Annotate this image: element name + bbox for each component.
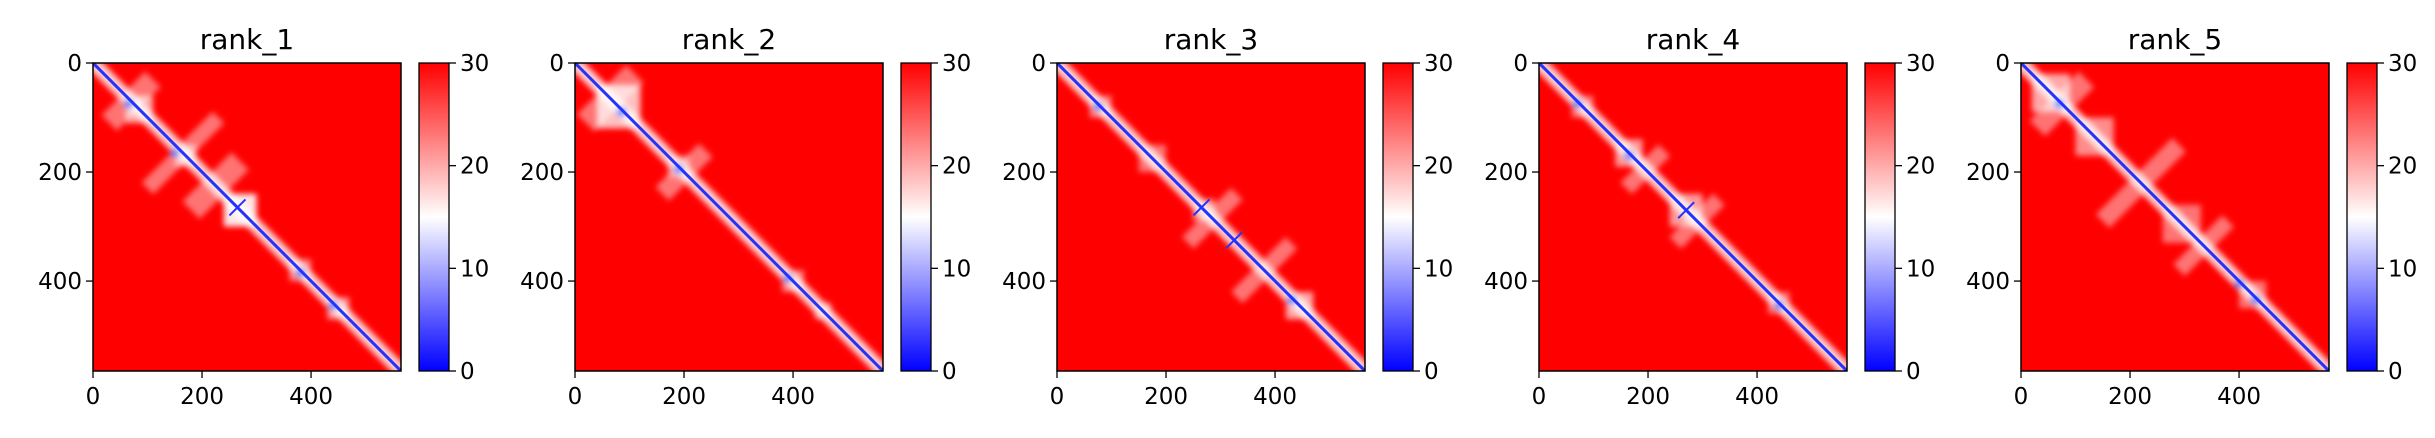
x-tick-label: 200 bbox=[662, 384, 706, 410]
heatmap-image bbox=[93, 63, 401, 371]
diagonal-line bbox=[575, 63, 883, 371]
cross-mark bbox=[1225, 231, 1243, 249]
y-tick-label: 400 bbox=[38, 269, 82, 295]
contact-dot bbox=[782, 273, 793, 284]
y-tick-label: 200 bbox=[38, 160, 82, 186]
colorbar-tick-label: 30 bbox=[2388, 51, 2417, 77]
heatmap-panel: rank_2 0 200 400 0 200 400 0 10 20 30 bbox=[520, 23, 971, 410]
cross-mark bbox=[1677, 201, 1695, 219]
panel-title: rank_5 bbox=[2128, 23, 2222, 56]
y-tick-label: 200 bbox=[1002, 160, 1046, 186]
x-tick-label: 400 bbox=[1253, 384, 1297, 410]
diagonal-line bbox=[1057, 63, 1365, 371]
colorbar-tick-label: 30 bbox=[1424, 51, 1453, 77]
colorbar-tick-label: 20 bbox=[460, 154, 489, 180]
colorbar bbox=[1864, 62, 1896, 372]
x-tick-label: 400 bbox=[771, 384, 815, 410]
colorbar-tick-label: 20 bbox=[1424, 154, 1453, 180]
colorbar-tick-label: 30 bbox=[942, 51, 971, 77]
heatmap-image bbox=[1539, 63, 1847, 371]
contact-dot bbox=[1773, 300, 1784, 311]
panel-title: rank_3 bbox=[1164, 23, 1258, 56]
colorbar-tick-label: 0 bbox=[460, 359, 475, 385]
colorbar-tick-label: 0 bbox=[1906, 359, 1921, 385]
x-tick-label: 400 bbox=[2217, 384, 2261, 410]
contact-dot bbox=[1286, 295, 1297, 306]
contact-dot bbox=[2250, 295, 2261, 306]
contact-dot bbox=[2054, 98, 2065, 109]
panel-title: rank_1 bbox=[200, 23, 294, 56]
colorbar-tick-label: 10 bbox=[2388, 256, 2417, 282]
y-tick-label: 0 bbox=[549, 51, 564, 77]
x-tick-label: 400 bbox=[1735, 384, 1779, 410]
contact-dot bbox=[616, 107, 627, 118]
heatmap-panel: rank_4 0 200 400 0 200 400 0 10 20 30 bbox=[1484, 23, 1935, 410]
axes-frame bbox=[1056, 62, 1366, 372]
y-tick-label: 400 bbox=[520, 269, 564, 295]
contact-dot bbox=[1572, 98, 1583, 109]
colorbar bbox=[2346, 62, 2378, 372]
axes-frame bbox=[2020, 62, 2330, 372]
colorbar-tick-label: 30 bbox=[1906, 51, 1935, 77]
panel-title: rank_2 bbox=[682, 23, 776, 56]
x-tick-label: 0 bbox=[86, 384, 101, 410]
colorbar-tick-label: 0 bbox=[1424, 359, 1439, 385]
heatmap-image bbox=[575, 63, 883, 371]
colorbar-tick-label: 20 bbox=[2388, 154, 2417, 180]
diagonal-line bbox=[2021, 63, 2329, 371]
heatmap-panel: rank_3 0 200 400 0 200 400 0 10 20 30 bbox=[1002, 23, 1453, 410]
axes-frame bbox=[92, 62, 402, 372]
axes-frame bbox=[1538, 62, 1848, 372]
x-tick-label: 200 bbox=[1626, 384, 1670, 410]
colorbar-tick-label: 10 bbox=[942, 256, 971, 282]
heatmap-image bbox=[1057, 63, 1365, 371]
colorbar-tick-label: 30 bbox=[460, 51, 489, 77]
y-tick-label: 0 bbox=[67, 51, 82, 77]
panel-title: rank_4 bbox=[1646, 23, 1740, 56]
y-tick-label: 200 bbox=[1966, 160, 2010, 186]
cross-mark bbox=[228, 198, 247, 217]
contact-dot bbox=[169, 147, 180, 158]
x-tick-label: 0 bbox=[1050, 384, 1065, 410]
heatmap-image bbox=[2021, 63, 2329, 371]
colorbar-tick-label: 20 bbox=[942, 154, 971, 180]
x-tick-label: 200 bbox=[180, 384, 224, 410]
x-tick-label: 0 bbox=[2014, 384, 2029, 410]
colorbar-tick-label: 20 bbox=[1906, 154, 1935, 180]
x-tick-label: 400 bbox=[289, 384, 333, 410]
y-tick-label: 400 bbox=[1966, 269, 2010, 295]
heatmap-panel: rank_5 0 200 400 0 200 400 0 10 20 30 bbox=[1966, 23, 2417, 410]
colorbar bbox=[900, 62, 932, 372]
cross-mark bbox=[1192, 198, 1211, 217]
contact-dot bbox=[2234, 278, 2245, 289]
colorbar-tick-label: 0 bbox=[942, 359, 957, 385]
colorbar-tick-label: 10 bbox=[1424, 256, 1453, 282]
contact-dot bbox=[673, 164, 684, 175]
y-tick-label: 400 bbox=[1002, 269, 1046, 295]
contact-dot bbox=[327, 300, 338, 311]
y-tick-label: 200 bbox=[1484, 160, 1528, 186]
colorbar-tick-label: 10 bbox=[1906, 256, 1935, 282]
x-tick-label: 0 bbox=[1532, 384, 1547, 410]
diagonal-line bbox=[93, 63, 401, 371]
axes-frame bbox=[574, 62, 884, 372]
colorbar bbox=[418, 62, 450, 372]
heatmap-panel: rank_1 0 200 400 0 200 400 0 10 20 30 bbox=[38, 23, 489, 410]
colorbar-tick-label: 0 bbox=[2388, 359, 2403, 385]
x-tick-label: 200 bbox=[1144, 384, 1188, 410]
y-tick-label: 200 bbox=[520, 160, 564, 186]
y-tick-label: 0 bbox=[1995, 51, 2010, 77]
contact-dot bbox=[1092, 101, 1103, 112]
contact-dot bbox=[295, 267, 306, 278]
contact-dot bbox=[1623, 150, 1634, 161]
y-tick-label: 0 bbox=[1513, 51, 1528, 77]
colorbar-tick-label: 10 bbox=[460, 256, 489, 282]
x-tick-label: 0 bbox=[568, 384, 583, 410]
x-tick-label: 200 bbox=[2108, 384, 2152, 410]
colorbar bbox=[1382, 62, 1414, 372]
y-tick-label: 400 bbox=[1484, 269, 1528, 295]
y-tick-label: 0 bbox=[1031, 51, 1046, 77]
